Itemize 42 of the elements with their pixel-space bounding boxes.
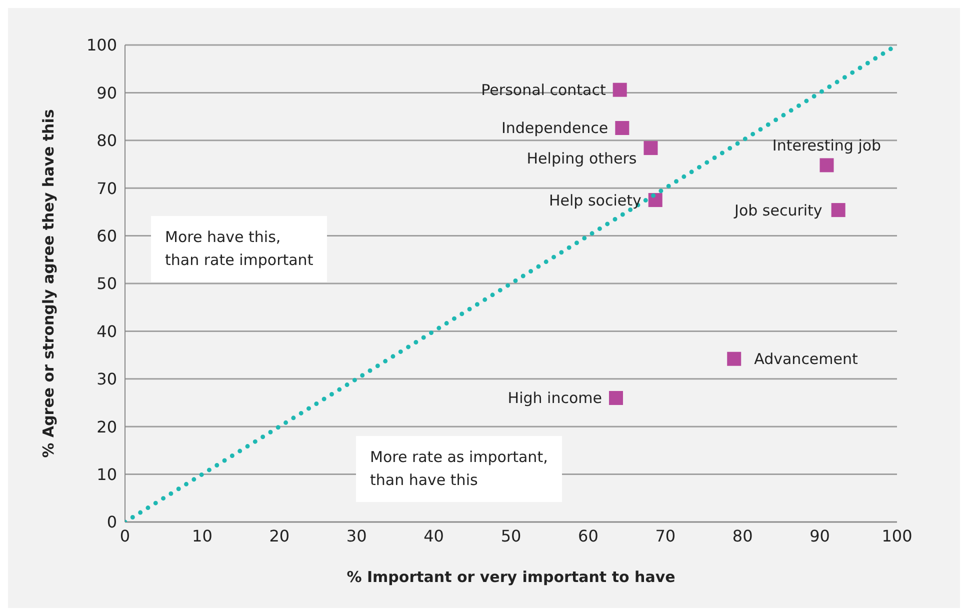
annotation: Job security	[734, 201, 822, 220]
y-tick-label: 50	[96, 274, 117, 294]
x-tick-label: 90	[810, 526, 830, 546]
y-tick-label: 80	[96, 131, 117, 150]
y-tick-label: 100	[86, 36, 117, 55]
y-tick-label: 70	[96, 178, 117, 198]
y-tick-label: 40	[96, 322, 117, 341]
point	[612, 82, 627, 97]
x-tick-label: 60	[578, 526, 598, 546]
point	[644, 141, 658, 156]
point	[727, 352, 742, 366]
point	[608, 390, 623, 405]
annotation: Helping others	[526, 149, 637, 168]
x-tick-label: 100	[882, 526, 912, 546]
x-tick-label: 50	[500, 526, 522, 546]
x-tick-label: 70	[655, 526, 676, 546]
point	[820, 158, 834, 172]
point	[831, 203, 846, 218]
y-axis-title: % Agree or strongly agree they have this	[39, 109, 58, 458]
annotation: More have this, than rate important	[151, 216, 328, 282]
annotation: Advancement	[754, 350, 858, 368]
annotation: High income	[508, 389, 602, 408]
annotation: More rate as important, than have this	[356, 436, 562, 502]
y-tick-label: 0	[106, 512, 117, 532]
x-tick-label: 20	[269, 526, 290, 546]
point	[615, 121, 630, 135]
y-tick-label: 10	[96, 464, 117, 484]
x-tick-label: 10	[192, 526, 212, 546]
annotation: Independence	[501, 119, 608, 138]
annotation: Personal contact	[481, 81, 606, 100]
annotation: Interesting job	[772, 136, 882, 154]
y-tick-label: 60	[96, 226, 117, 246]
x-tick-label: 30	[346, 526, 367, 546]
point	[648, 193, 662, 208]
annotation: Help society	[549, 191, 642, 210]
x-axis-title: % Important or very important to have	[346, 568, 676, 586]
x-tick-label: 80	[732, 526, 753, 546]
y-tick-label: 30	[96, 370, 117, 389]
x-tick-label: 0	[120, 526, 130, 546]
y-tick-label: 90	[96, 83, 117, 102]
y-tick-label: 20	[96, 417, 117, 436]
x-tick-label: 40	[424, 526, 444, 546]
